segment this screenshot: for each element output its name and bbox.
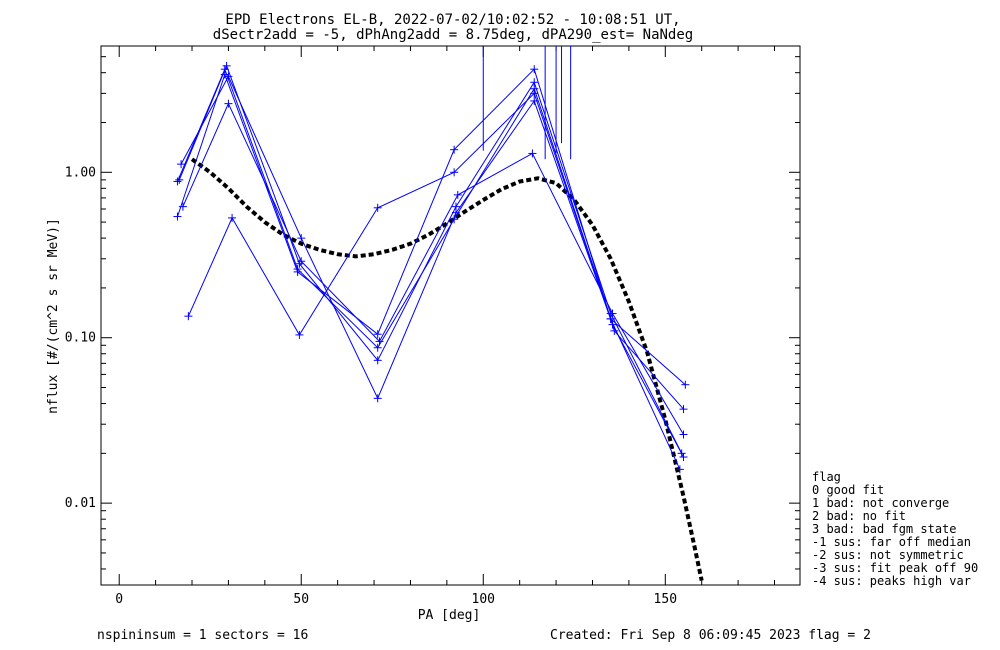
data-point	[173, 177, 182, 186]
data-point	[297, 257, 306, 266]
legend-entry: 2 bad: no fit	[812, 509, 906, 523]
spin-sectors-note: nspininsum = 1 sectors = 16	[97, 628, 308, 643]
data-point	[373, 330, 382, 339]
fit-curve	[190, 157, 704, 582]
x-tick-label: 50	[293, 592, 309, 607]
data-point	[178, 202, 187, 211]
created-flag-note: Created: Fri Sep 8 06:09:45 2023 flag = …	[550, 628, 871, 643]
x-axis: 0 50 100 150	[115, 46, 776, 607]
data-point	[177, 160, 186, 169]
data-point	[373, 394, 382, 403]
data-point	[528, 149, 537, 158]
chart-title-line1: EPD Electrons EL-B, 2022-07-02/10:02:52 …	[225, 12, 680, 28]
data-point	[530, 65, 539, 74]
data-point	[681, 380, 690, 389]
data-point	[530, 89, 539, 98]
data-point	[297, 234, 306, 243]
y-axis-label: nflux [#/(cm^2 s sr MeV)]	[46, 218, 61, 414]
data-point	[530, 78, 539, 87]
legend-entry: -1 sus: far off median	[812, 535, 971, 549]
data-point	[375, 337, 384, 346]
data-point	[373, 203, 382, 212]
data-point	[175, 175, 184, 184]
data-point	[295, 330, 304, 339]
data-point	[679, 430, 688, 439]
data-point	[373, 343, 382, 352]
series-line	[187, 92, 686, 386]
data-point	[453, 190, 462, 199]
y-tick-label: 0.01	[65, 496, 96, 511]
data-point	[451, 208, 460, 217]
legend-entry: -3 sus: fit peak off 90	[812, 561, 978, 575]
y-tick-label: 1.00	[65, 165, 96, 180]
data-point	[228, 213, 237, 222]
x-axis-label: PA [deg]	[418, 608, 481, 623]
data-series	[173, 65, 688, 414]
data-point	[608, 309, 617, 318]
data-point	[675, 465, 684, 474]
data-point	[679, 405, 688, 414]
legend-title: flag	[812, 470, 841, 484]
x-tick-label: 150	[654, 592, 677, 607]
legend-entry: -2 sus: not symmetric	[812, 548, 964, 562]
data-point	[224, 99, 233, 108]
data-series	[178, 99, 688, 439]
legend-entry: 1 bad: not converge	[812, 496, 949, 510]
data-point	[220, 70, 229, 79]
plot-border	[100, 45, 801, 586]
data-point	[610, 326, 619, 335]
data-point	[222, 61, 231, 70]
x-tick-label: 100	[472, 592, 495, 607]
data-point	[173, 212, 182, 221]
data-point	[679, 453, 688, 462]
spike-lines-layer	[482, 46, 572, 160]
data-point	[606, 314, 615, 323]
chart-title-line2: dSectr2add = -5, dPhAng2add = 8.75deg, d…	[213, 27, 693, 43]
series-line	[177, 68, 684, 410]
data-point	[450, 145, 459, 154]
plot-frame	[100, 45, 801, 586]
y-tick-label: 0.10	[65, 331, 96, 346]
data-series	[184, 89, 690, 389]
legend-entry: 3 bad: bad fgm state	[812, 522, 957, 536]
fit-curve-layer	[190, 157, 704, 582]
x-tick-label: 0	[115, 592, 123, 607]
y-axis: 0.01 0.10 1.00	[65, 56, 800, 570]
data-series-layer	[173, 61, 690, 474]
flag-legend: flag 0 good fit 1 bad: not converge 2 ba…	[812, 470, 978, 588]
data-point	[373, 356, 382, 365]
data-point	[293, 267, 302, 276]
legend-entry: 0 good fit	[812, 483, 884, 497]
data-point	[450, 168, 459, 177]
series-line	[182, 102, 684, 435]
data-point	[184, 312, 193, 321]
legend-entry: -4 sus: peaks high var	[812, 574, 971, 588]
